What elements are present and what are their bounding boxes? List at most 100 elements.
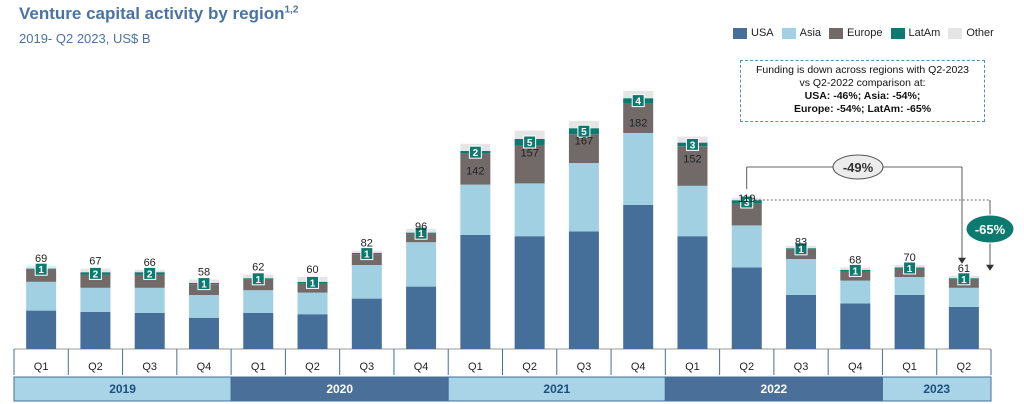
bar-segment-asia: [568, 163, 599, 232]
bar-segment-asia: [948, 287, 979, 307]
total-data-label: 62: [252, 262, 264, 274]
callout-line-2: vs Q2-2022 comparison at:: [799, 77, 926, 89]
bar-segment-europe: [134, 274, 165, 288]
bar-segment-usa: [514, 236, 545, 349]
bar-segment-asia: [80, 287, 111, 312]
bar-segment-europe: [731, 203, 762, 226]
legend-item-usa: USA: [733, 27, 774, 39]
latam-data-label: 2: [147, 269, 153, 280]
legend-item-latam: LatAm: [890, 27, 941, 39]
bar-segment-usa: [134, 313, 165, 349]
latam-label-box: [794, 242, 808, 256]
latam-label-box: [685, 137, 699, 151]
chart-subtitle: 2019- Q2 2023, US$ B: [19, 31, 151, 46]
latam-drop-label: -65%: [975, 222, 1006, 237]
bar-segment-usa: [840, 303, 871, 349]
callout-line-4: Europe: -54%; LatAm: -65%: [793, 103, 932, 115]
bar-segment-usa: [80, 311, 111, 349]
latam-data-label: 5: [581, 127, 587, 138]
latam-label-box: [740, 195, 754, 209]
quarter-label: Q1: [902, 361, 917, 373]
year-label: 2023: [923, 382, 950, 396]
quarter-label: Q3: [794, 361, 809, 373]
total-data-label: 167: [575, 136, 593, 148]
total-data-label: 83: [795, 236, 807, 248]
bar-segment-usa: [786, 295, 817, 349]
bar-segment-europe: [677, 146, 708, 186]
qoq-drop-label: -49%: [843, 160, 874, 175]
latam-data-label: 1: [853, 266, 859, 277]
quarter-label: Q4: [414, 361, 429, 373]
quarter-label: Q4: [197, 361, 212, 373]
latam-label-box: [631, 94, 645, 108]
latam-label-box: [360, 247, 374, 261]
bar-segment-usa: [568, 231, 599, 349]
legend-label: USA: [751, 27, 774, 39]
bar-segment-usa: [297, 314, 328, 349]
total-data-label: 119: [738, 193, 756, 205]
quarter-label: Q1: [34, 361, 49, 373]
latam-data-label: 2: [473, 148, 479, 159]
latam-data-label: 2: [93, 269, 99, 280]
latam-label-box: [197, 277, 211, 291]
quarter-label: Q2: [88, 361, 103, 373]
latam-label-box: [306, 275, 320, 289]
total-data-label: 96: [415, 221, 427, 233]
year-band: [13, 376, 232, 402]
latam-data-label: 3: [744, 198, 750, 209]
latam-label-box: [957, 272, 971, 286]
quarter-label: Q3: [359, 361, 374, 373]
year-band: [881, 376, 992, 402]
bar-segment-asia: [623, 133, 654, 205]
latam-data-label: 1: [201, 280, 207, 291]
total-data-label: 142: [466, 166, 484, 178]
bar-segment-europe: [80, 274, 111, 288]
latam-data-label: 1: [418, 229, 424, 240]
quarter-label: Q1: [251, 361, 266, 373]
bar-segment-usa: [406, 286, 437, 349]
latam-data-label: 1: [907, 264, 913, 275]
total-data-label: 82: [361, 238, 373, 250]
legend-label: Other: [966, 27, 994, 39]
latam-label-box: [903, 261, 917, 275]
bar-segment-usa: [243, 313, 274, 349]
bar-segment-asia: [26, 281, 57, 311]
quarter-label: Q2: [305, 361, 320, 373]
legend-label: Asia: [799, 27, 822, 39]
bar-segment-asia: [786, 259, 817, 295]
qoq-drop-oval: [832, 154, 884, 180]
legend-swatch: [781, 27, 796, 39]
total-data-label: 152: [683, 154, 701, 166]
bar-segment-europe: [623, 103, 654, 133]
bar-segment-asia: [243, 290, 274, 313]
total-data-label: 66: [144, 257, 156, 269]
latam-label-box: [523, 135, 537, 149]
year-label: 2021: [543, 382, 570, 396]
total-data-label: 60: [306, 264, 318, 276]
bar-segment-usa: [623, 205, 654, 349]
legend-label: LatAm: [908, 27, 941, 39]
legend-item-asia: Asia: [781, 27, 822, 39]
bar-segment-europe: [26, 269, 57, 282]
latam-data-label: 1: [255, 275, 261, 286]
latam-drop-oval: [965, 214, 1015, 244]
latam-data-label: 1: [364, 250, 370, 261]
title-footnote: 1,2: [284, 4, 299, 16]
legend-label: Europe: [847, 27, 883, 39]
bar-segment-other: [514, 130, 545, 139]
quarter-label: Q2: [739, 361, 754, 373]
latam-label-box: [34, 262, 48, 276]
legend-swatch: [890, 27, 905, 39]
quarter-label: Q1: [685, 361, 700, 373]
latam-label-box: [577, 124, 591, 138]
bar-segment-usa: [460, 235, 491, 349]
latam-label-box: [251, 272, 265, 286]
latam-data-label: 5: [527, 138, 533, 149]
latam-label-box: [414, 226, 428, 240]
bar-segment-usa: [731, 267, 762, 349]
bar-segment-europe: [568, 134, 599, 163]
bar-segment-usa: [894, 295, 925, 349]
total-data-label: 61: [958, 263, 970, 275]
bracket-arrow: [958, 257, 966, 264]
latam-data-label: 1: [798, 245, 804, 256]
